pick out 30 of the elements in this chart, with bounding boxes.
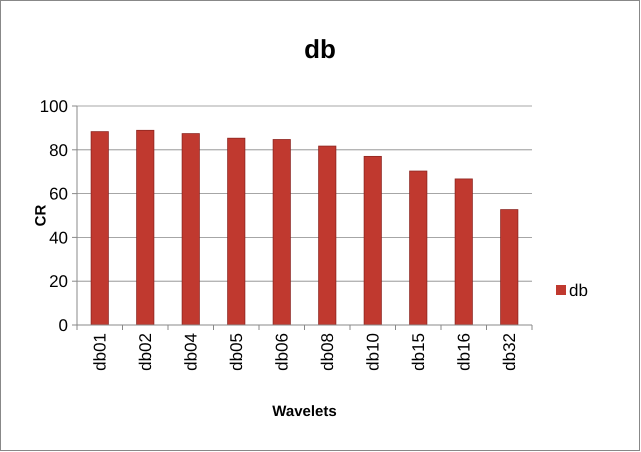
- bar: [182, 133, 200, 326]
- bar: [136, 130, 154, 326]
- bar: [90, 131, 109, 326]
- y-tick-label: 100: [40, 96, 68, 116]
- x-tick-label: db15: [409, 333, 428, 371]
- x-tick-label: db02: [136, 333, 156, 371]
- y-axis-title: CR: [32, 204, 50, 226]
- bar: [364, 156, 382, 326]
- bar: [227, 138, 246, 326]
- bar: [272, 139, 291, 326]
- x-axis-title: Wavelets: [272, 403, 337, 420]
- y-tick-label: 80: [49, 140, 68, 160]
- bar: [318, 146, 336, 326]
- x-tick-label: db06: [272, 333, 292, 371]
- legend-label: db: [569, 280, 588, 300]
- y-tick-label: 0: [58, 316, 68, 335]
- bar: [409, 170, 428, 326]
- x-tick-label: db10: [364, 333, 383, 371]
- x-tick-label: db05: [227, 333, 246, 371]
- x-tick-label: db32: [500, 333, 520, 371]
- bar: [500, 209, 518, 326]
- bar: [454, 178, 473, 326]
- x-tick-label: db08: [318, 333, 338, 371]
- x-tick-label: db16: [454, 333, 474, 371]
- y-tick-label: 20: [49, 272, 68, 292]
- x-tick-label: db01: [90, 333, 110, 371]
- y-tick-label: 60: [49, 184, 68, 204]
- x-tick-label: db04: [182, 333, 201, 371]
- y-tick-label: 40: [49, 228, 68, 248]
- chart-title: db: [304, 34, 336, 64]
